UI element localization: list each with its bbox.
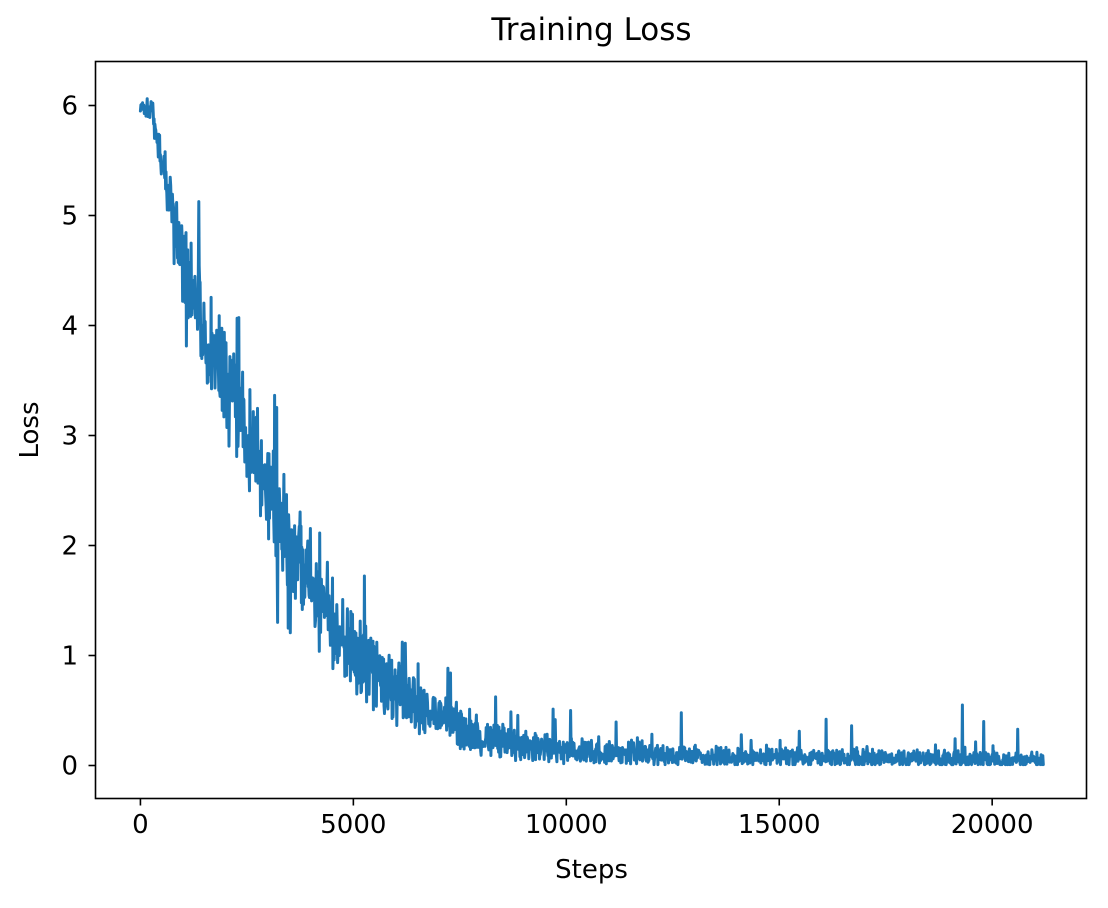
y-tick-label-0: 0	[61, 752, 78, 782]
y-tick-label-3: 3	[61, 422, 78, 452]
x-tick-label-0: 0	[132, 810, 149, 840]
chart-title: Training Loss	[491, 12, 692, 48]
y-tick-label-1: 1	[61, 642, 78, 672]
x-tick-label-20000: 20000	[951, 810, 1034, 840]
y-tick-label-2: 2	[61, 532, 78, 562]
training-loss-line	[138, 97, 1045, 767]
y-tick-label-6: 6	[61, 92, 78, 122]
y-tick-label-5: 5	[61, 202, 78, 232]
x-tick-label-10000: 10000	[525, 810, 608, 840]
x-tick-label-5000: 5000	[320, 810, 386, 840]
axes-spines	[94, 60, 1088, 800]
x-axis-label: Steps	[555, 855, 628, 885]
y-tick-label-4: 4	[61, 312, 78, 342]
x-tick-label-15000: 15000	[738, 810, 821, 840]
